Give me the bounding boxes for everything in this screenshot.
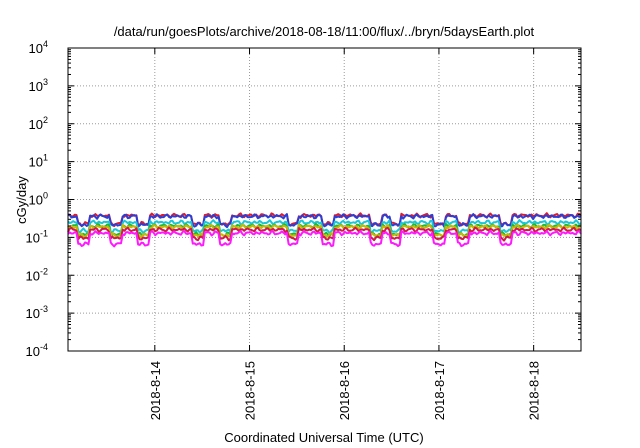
series-layer bbox=[67, 212, 582, 248]
plot-frame bbox=[67, 47, 582, 352]
x-tick-label: 2018-8-15 bbox=[243, 361, 258, 420]
y-tick-exponent: -4 bbox=[40, 342, 48, 352]
y-tick-base: 10 bbox=[26, 344, 40, 359]
grid bbox=[68, 48, 581, 351]
x-tick-label: 2018-8-14 bbox=[148, 361, 163, 420]
y-axis-label: cGy/day bbox=[14, 176, 29, 224]
y-tick-exponent: 4 bbox=[43, 39, 48, 49]
y-tick-label: 103 bbox=[29, 77, 48, 94]
y-tick-label: 104 bbox=[29, 39, 48, 56]
series-line bbox=[67, 213, 582, 229]
y-tick-base: 10 bbox=[26, 268, 40, 283]
y-tick-exponent: 3 bbox=[43, 77, 48, 87]
y-tick-label: 10-1 bbox=[26, 228, 48, 245]
y-tick-base: 10 bbox=[29, 117, 43, 132]
y-tick-base: 10 bbox=[29, 79, 43, 94]
y-tick-exponent: -3 bbox=[40, 304, 48, 314]
y-tick-label: 10-3 bbox=[26, 304, 48, 321]
x-axis-label: Coordinated Universal Time (UTC) bbox=[224, 430, 423, 445]
y-tick-label: 101 bbox=[29, 153, 48, 170]
y-tick-label: 10-2 bbox=[26, 266, 48, 283]
y-tick-exponent: 0 bbox=[43, 191, 48, 201]
x-tick-label: 2018-8-18 bbox=[527, 361, 542, 420]
y-tick-base: 10 bbox=[29, 193, 43, 208]
y-tick-label: 100 bbox=[29, 191, 48, 208]
y-tick-exponent: -2 bbox=[40, 266, 48, 276]
y-tick-base: 10 bbox=[29, 155, 43, 170]
y-tick-base: 10 bbox=[29, 41, 43, 56]
y-tick-label: 102 bbox=[29, 115, 48, 132]
y-tick-exponent: -1 bbox=[40, 228, 48, 238]
y-tick-label: 10-4 bbox=[26, 342, 48, 359]
x-axis: 2018-8-14 2018-8-15 2018-8-16 2018-8-17 2018… bbox=[148, 48, 542, 420]
series-line bbox=[67, 226, 582, 242]
y-tick-base: 10 bbox=[26, 230, 40, 245]
series-line bbox=[67, 229, 582, 248]
x-tick-label: 2018-8-16 bbox=[337, 361, 352, 420]
chart-title: /data/run/goesPlots/archive/2018-08-18/1… bbox=[114, 24, 535, 39]
y-tick-exponent: 1 bbox=[43, 153, 48, 163]
y-tick-base: 10 bbox=[26, 306, 40, 321]
series-line bbox=[67, 223, 582, 239]
x-tick-label: 2018-8-17 bbox=[432, 361, 447, 420]
y-tick-exponent: 2 bbox=[43, 115, 48, 125]
